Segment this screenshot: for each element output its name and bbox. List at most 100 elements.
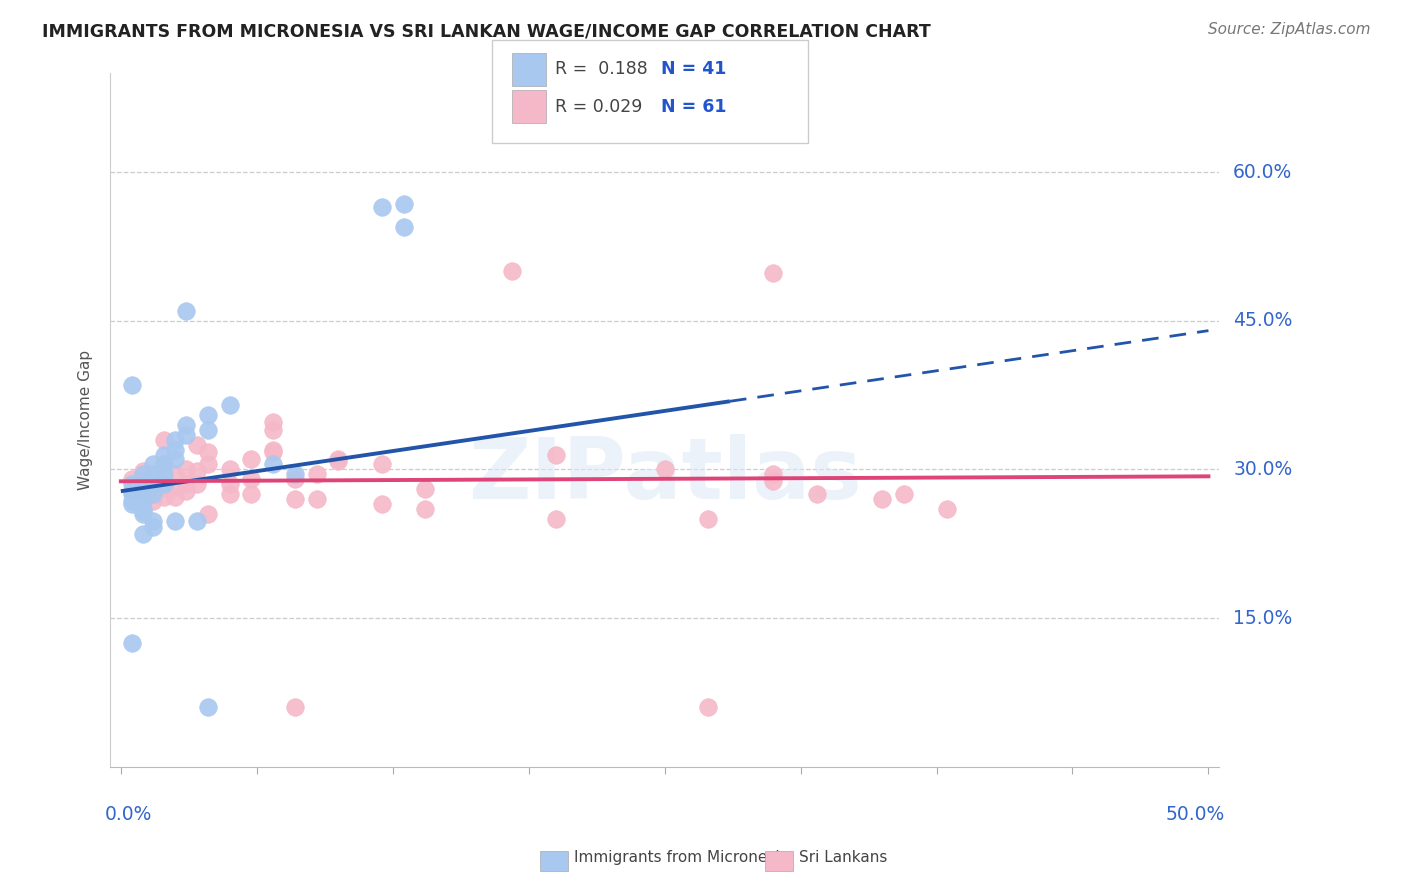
Point — [121, 484, 143, 499]
Point — [142, 458, 165, 472]
Point — [174, 427, 197, 442]
Point — [870, 492, 893, 507]
Point — [142, 487, 165, 501]
Point — [197, 444, 219, 458]
Point — [371, 458, 394, 472]
Text: 0.0%: 0.0% — [104, 805, 152, 824]
Point — [392, 196, 415, 211]
Text: R = 0.029: R = 0.029 — [555, 97, 643, 116]
Point — [153, 458, 176, 472]
Text: IMMIGRANTS FROM MICRONESIA VS SRI LANKAN WAGE/INCOME GAP CORRELATION CHART: IMMIGRANTS FROM MICRONESIA VS SRI LANKAN… — [42, 22, 931, 40]
Point — [262, 423, 284, 437]
Point — [284, 467, 307, 482]
Point — [165, 490, 187, 504]
Text: 50.0%: 50.0% — [1166, 805, 1225, 824]
Point — [218, 477, 240, 491]
Point — [762, 266, 785, 280]
Text: Immigrants from Micronesia: Immigrants from Micronesia — [574, 850, 789, 864]
Point — [371, 200, 394, 214]
Point — [328, 454, 350, 468]
Text: N = 61: N = 61 — [661, 97, 727, 116]
Point — [186, 477, 208, 491]
Point — [165, 442, 187, 457]
Point — [121, 487, 143, 501]
Point — [501, 264, 523, 278]
Point — [174, 462, 197, 476]
Point — [186, 437, 208, 451]
Point — [197, 423, 219, 437]
Point — [697, 512, 720, 526]
Point — [305, 492, 328, 507]
Point — [415, 502, 437, 516]
Point — [284, 472, 307, 486]
Point — [174, 484, 197, 499]
Text: Sri Lankans: Sri Lankans — [799, 850, 887, 864]
Point — [131, 464, 153, 478]
Point — [240, 472, 263, 486]
Point — [197, 507, 219, 521]
Point — [131, 502, 153, 516]
Point — [218, 398, 240, 412]
Point — [262, 442, 284, 457]
Point — [174, 303, 197, 318]
Point — [936, 502, 959, 516]
Text: 45.0%: 45.0% — [1233, 311, 1292, 330]
Point — [121, 497, 143, 511]
Point — [284, 700, 307, 714]
Point — [544, 512, 567, 526]
Point — [142, 520, 165, 534]
Point — [121, 477, 143, 491]
Text: 30.0%: 30.0% — [1233, 460, 1292, 479]
Point — [121, 472, 143, 486]
Point — [305, 467, 328, 482]
Point — [153, 433, 176, 447]
Point — [284, 492, 307, 507]
Point — [121, 378, 143, 392]
Point — [197, 700, 219, 714]
Point — [142, 467, 165, 482]
Point — [165, 452, 187, 467]
Point — [153, 477, 176, 491]
Point — [415, 482, 437, 496]
Point — [131, 507, 153, 521]
Point — [240, 452, 263, 467]
Point — [165, 480, 187, 494]
Point — [544, 448, 567, 462]
Text: N = 41: N = 41 — [661, 60, 725, 78]
Point — [262, 444, 284, 458]
Point — [142, 487, 165, 501]
Point — [328, 452, 350, 467]
Point — [121, 494, 143, 508]
Point — [131, 504, 153, 518]
Point — [262, 458, 284, 472]
Point — [371, 497, 394, 511]
Point — [218, 487, 240, 501]
Point — [186, 464, 208, 478]
Point — [762, 467, 785, 482]
Point — [131, 475, 153, 489]
Text: ZIPatlas: ZIPatlas — [468, 434, 862, 516]
Point — [806, 487, 828, 501]
Text: Source: ZipAtlas.com: Source: ZipAtlas.com — [1208, 22, 1371, 37]
Point — [142, 467, 165, 482]
Text: R =  0.188: R = 0.188 — [555, 60, 648, 78]
Point — [153, 448, 176, 462]
Text: 15.0%: 15.0% — [1233, 608, 1292, 628]
Point — [165, 467, 187, 482]
Point — [174, 417, 197, 432]
Point — [762, 475, 785, 489]
Point — [186, 514, 208, 528]
Point — [153, 490, 176, 504]
Point — [153, 480, 176, 494]
Point — [131, 467, 153, 482]
Point — [142, 477, 165, 491]
Point — [142, 514, 165, 528]
Point — [165, 514, 187, 528]
Point — [240, 487, 263, 501]
Point — [893, 487, 915, 501]
Point — [392, 219, 415, 234]
Point — [197, 458, 219, 472]
Point — [121, 636, 143, 650]
Point — [131, 526, 153, 541]
Point — [153, 470, 176, 484]
